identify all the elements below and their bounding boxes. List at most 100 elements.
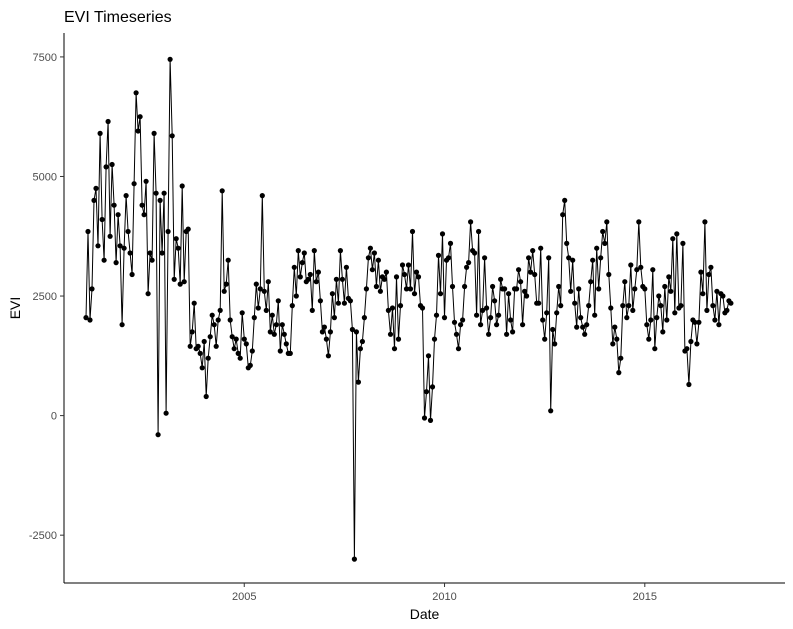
data-point (612, 324, 618, 330)
data-point (656, 293, 662, 299)
data-point (385, 307, 391, 313)
data-point (634, 267, 640, 273)
data-point (427, 417, 434, 423)
data-point (317, 298, 323, 304)
data-point (530, 248, 536, 254)
data-point (460, 317, 466, 323)
data-point (329, 291, 335, 297)
data-point (277, 348, 283, 354)
data-point (103, 164, 109, 170)
data-point (451, 319, 458, 325)
data-point (257, 286, 263, 292)
data-point (405, 262, 412, 268)
data-point (219, 188, 225, 194)
data-point (173, 236, 179, 242)
data-point (273, 322, 279, 328)
data-point (371, 250, 377, 256)
data-point (596, 286, 602, 292)
data-point (213, 343, 219, 349)
data-point (684, 346, 690, 352)
data-point (397, 303, 404, 309)
data-point (341, 300, 347, 306)
data-point (716, 322, 722, 328)
data-point (293, 293, 299, 299)
data-point (155, 432, 161, 438)
data-point (710, 303, 716, 309)
data-point (261, 288, 267, 294)
data-point (373, 283, 379, 290)
data-point (616, 370, 622, 376)
data-point (540, 317, 546, 323)
data-point (85, 228, 91, 235)
data-point (514, 286, 520, 292)
data-point (163, 410, 169, 416)
data-point (207, 334, 213, 340)
data-point (568, 288, 574, 294)
data-point (554, 310, 560, 316)
data-point (359, 338, 365, 345)
data-point (490, 283, 496, 290)
data-point (297, 274, 303, 280)
data-point (101, 257, 107, 263)
data-point (712, 317, 718, 323)
data-point (263, 307, 269, 313)
data-point (704, 307, 710, 313)
data-point (492, 298, 498, 304)
data-point (638, 264, 644, 270)
data-point (195, 343, 201, 349)
x-axis-ticks: 2005 2010 2015 (232, 583, 657, 603)
data-point (105, 118, 111, 125)
data-point (458, 322, 464, 328)
data-point (538, 245, 544, 251)
data-point (281, 331, 287, 337)
data-point (227, 317, 233, 323)
data-point (253, 281, 259, 287)
data-point (686, 381, 692, 388)
data-point (610, 341, 616, 347)
data-point (594, 245, 600, 251)
data-point (383, 269, 389, 275)
data-point (287, 350, 293, 356)
data-point (441, 315, 448, 321)
data-point (319, 329, 325, 335)
data-point (133, 90, 139, 96)
data-point (504, 331, 510, 337)
data-point (484, 305, 490, 311)
data-point (528, 269, 534, 275)
data-point (708, 264, 714, 270)
data-point (618, 355, 624, 361)
x-tick-label: 2010 (432, 591, 456, 603)
data-point (205, 355, 211, 361)
data-point (357, 346, 363, 352)
data-point (644, 322, 650, 328)
data-point (353, 329, 359, 335)
data-point (123, 193, 129, 199)
data-point (464, 264, 470, 270)
data-point (518, 279, 524, 285)
data-point (429, 384, 436, 390)
data-point (111, 202, 117, 208)
data-point (620, 303, 626, 309)
data-point (387, 331, 394, 337)
x-tick-label: 2015 (633, 591, 657, 603)
data-point (209, 312, 215, 318)
data-point (289, 303, 295, 309)
data-point (584, 322, 590, 328)
data-point (642, 286, 648, 292)
data-point (185, 226, 191, 232)
data-point (486, 331, 492, 337)
data-point (229, 334, 235, 340)
data-point (99, 216, 105, 223)
data-point (524, 293, 530, 299)
data-point (672, 310, 678, 316)
data-point (509, 329, 516, 335)
data-point (299, 260, 305, 266)
data-point (550, 326, 556, 333)
data-point (199, 365, 205, 371)
data-point (582, 331, 588, 337)
data-point (650, 267, 656, 273)
data-point (113, 260, 119, 266)
data-point (301, 250, 307, 256)
data-point (592, 312, 598, 318)
